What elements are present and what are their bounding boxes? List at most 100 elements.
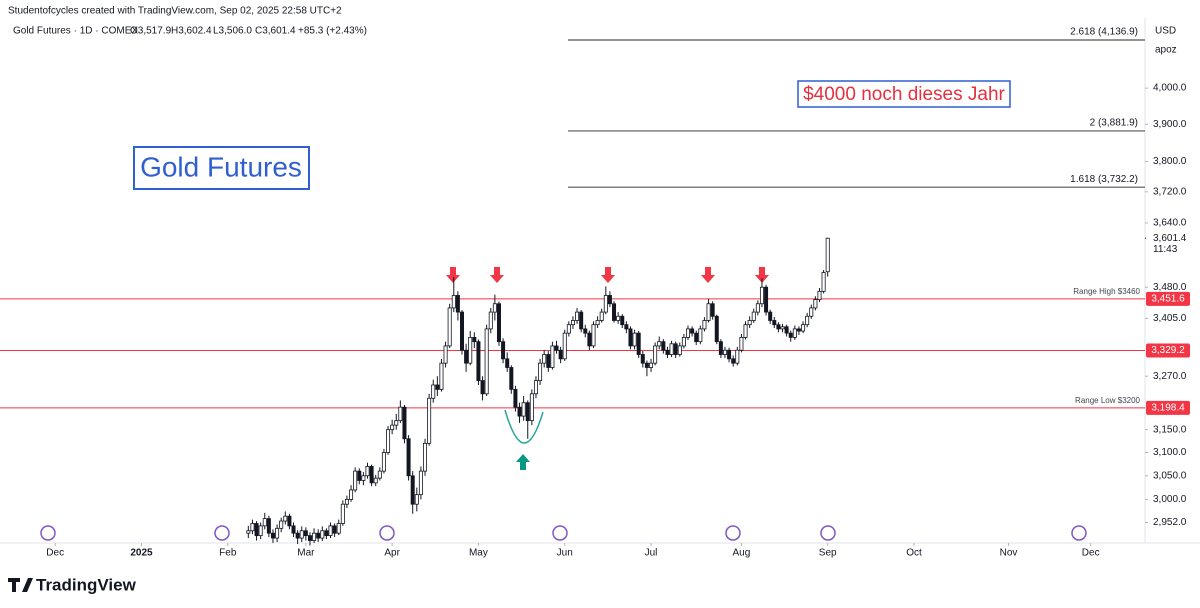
candle-body [599, 311, 604, 321]
candle-body [283, 515, 288, 522]
event-icon[interactable] [725, 525, 741, 541]
candle-body [336, 523, 341, 534]
ohlc-low: L3,506.0 [213, 26, 252, 37]
candle-body [427, 397, 432, 444]
candle-body [714, 315, 719, 343]
x-tick-label: Jul [645, 548, 658, 559]
candle-body [312, 532, 317, 541]
candle-body [813, 299, 818, 309]
candle-body [661, 341, 666, 351]
candle-body [764, 286, 769, 313]
x-tick-label: Oct [906, 548, 922, 559]
candle-body [435, 384, 440, 390]
y-tick-label: 3,000.0 [1153, 494, 1187, 505]
candle-body [686, 328, 691, 338]
candle-body [386, 429, 391, 453]
level-price-box [1146, 291, 1190, 306]
candle-body [620, 315, 625, 326]
candle-body [817, 290, 822, 300]
candle-body [250, 523, 255, 532]
candle-body [558, 349, 563, 360]
candle-body [825, 237, 830, 273]
fib-label: 1.618 (3,732.2) [1070, 174, 1138, 185]
candle-body [431, 384, 436, 399]
up-arrow [516, 454, 530, 470]
candle-body [344, 499, 349, 505]
event-icon[interactable] [40, 525, 56, 541]
level-note: Range Low $3200 [1075, 396, 1140, 405]
x-tick-label: Nov [1000, 548, 1018, 559]
candle-body [644, 362, 649, 368]
candle-body [357, 470, 362, 481]
candle-body [603, 295, 608, 313]
candle-body [459, 311, 464, 351]
candle-body [616, 315, 621, 321]
candle-body [731, 358, 736, 364]
x-tick-label: Sep [819, 548, 837, 559]
x-tick-label: Dec [46, 548, 64, 559]
candle-body [747, 320, 752, 326]
candle-body [468, 336, 473, 364]
candle-body [566, 324, 571, 334]
candle-body [476, 341, 481, 381]
level-price-label: 3,451.6 [1151, 294, 1185, 305]
candle-body [706, 303, 711, 321]
candle-body [788, 332, 793, 338]
y-tick-label: 3,800.0 [1153, 156, 1187, 167]
candle-body [377, 470, 382, 479]
down-arrow [446, 267, 460, 283]
candle-body [727, 349, 732, 360]
candle-body [390, 424, 395, 431]
candle-body [287, 515, 292, 527]
y-tick-label: 4,000.0 [1153, 83, 1187, 94]
candle-body [394, 420, 399, 426]
candle-body [398, 406, 403, 422]
candle-body [501, 341, 506, 360]
candle-body [246, 530, 251, 534]
candle-body [488, 311, 493, 330]
event-icon[interactable] [552, 525, 568, 541]
logo-mark [8, 578, 33, 592]
annotation-box [797, 80, 1011, 108]
event-icon[interactable] [820, 525, 836, 541]
candle-body [542, 354, 547, 364]
x-tick-label: Jun [557, 548, 573, 559]
candle-body [328, 525, 333, 537]
event-icons [40, 525, 1087, 541]
candle-body [443, 345, 448, 364]
y-tick-label: 3,270.0 [1153, 371, 1187, 382]
candle-body [698, 328, 703, 343]
y-tick-label: 3,480.0 [1153, 282, 1187, 293]
candle-body [636, 332, 641, 355]
candle-body [743, 324, 748, 338]
level-note: Range High $3460 [1073, 287, 1140, 296]
y-tick-label: 3,720.0 [1153, 187, 1187, 198]
last-price-box [1146, 230, 1190, 255]
event-icon[interactable] [379, 525, 395, 541]
candle-body [291, 525, 296, 534]
candle-body [447, 307, 452, 347]
ohlc-open: O3,517.9 [130, 26, 172, 37]
event-icon[interactable] [1071, 525, 1087, 541]
candle-body [369, 466, 374, 484]
candle-body [538, 362, 543, 381]
candle-body [653, 345, 658, 364]
candle-body [324, 530, 329, 537]
candle-body [640, 354, 645, 364]
candle-body [365, 466, 370, 477]
y-tick-label: 3,150.0 [1153, 424, 1187, 435]
candle-body [410, 475, 415, 505]
event-icon[interactable] [214, 525, 230, 541]
level-price-label: 3,198.4 [1151, 403, 1185, 414]
y-tick-label: 2,952.0 [1153, 517, 1187, 528]
candle-body [751, 311, 756, 321]
candle-body [299, 530, 304, 539]
candle-body [496, 303, 501, 343]
candle-body [307, 535, 312, 541]
candle-body [554, 345, 559, 351]
x-tick-label: Apr [384, 548, 400, 559]
candle-body [340, 503, 345, 524]
candle-body [595, 320, 600, 326]
down-arrow [490, 267, 504, 283]
